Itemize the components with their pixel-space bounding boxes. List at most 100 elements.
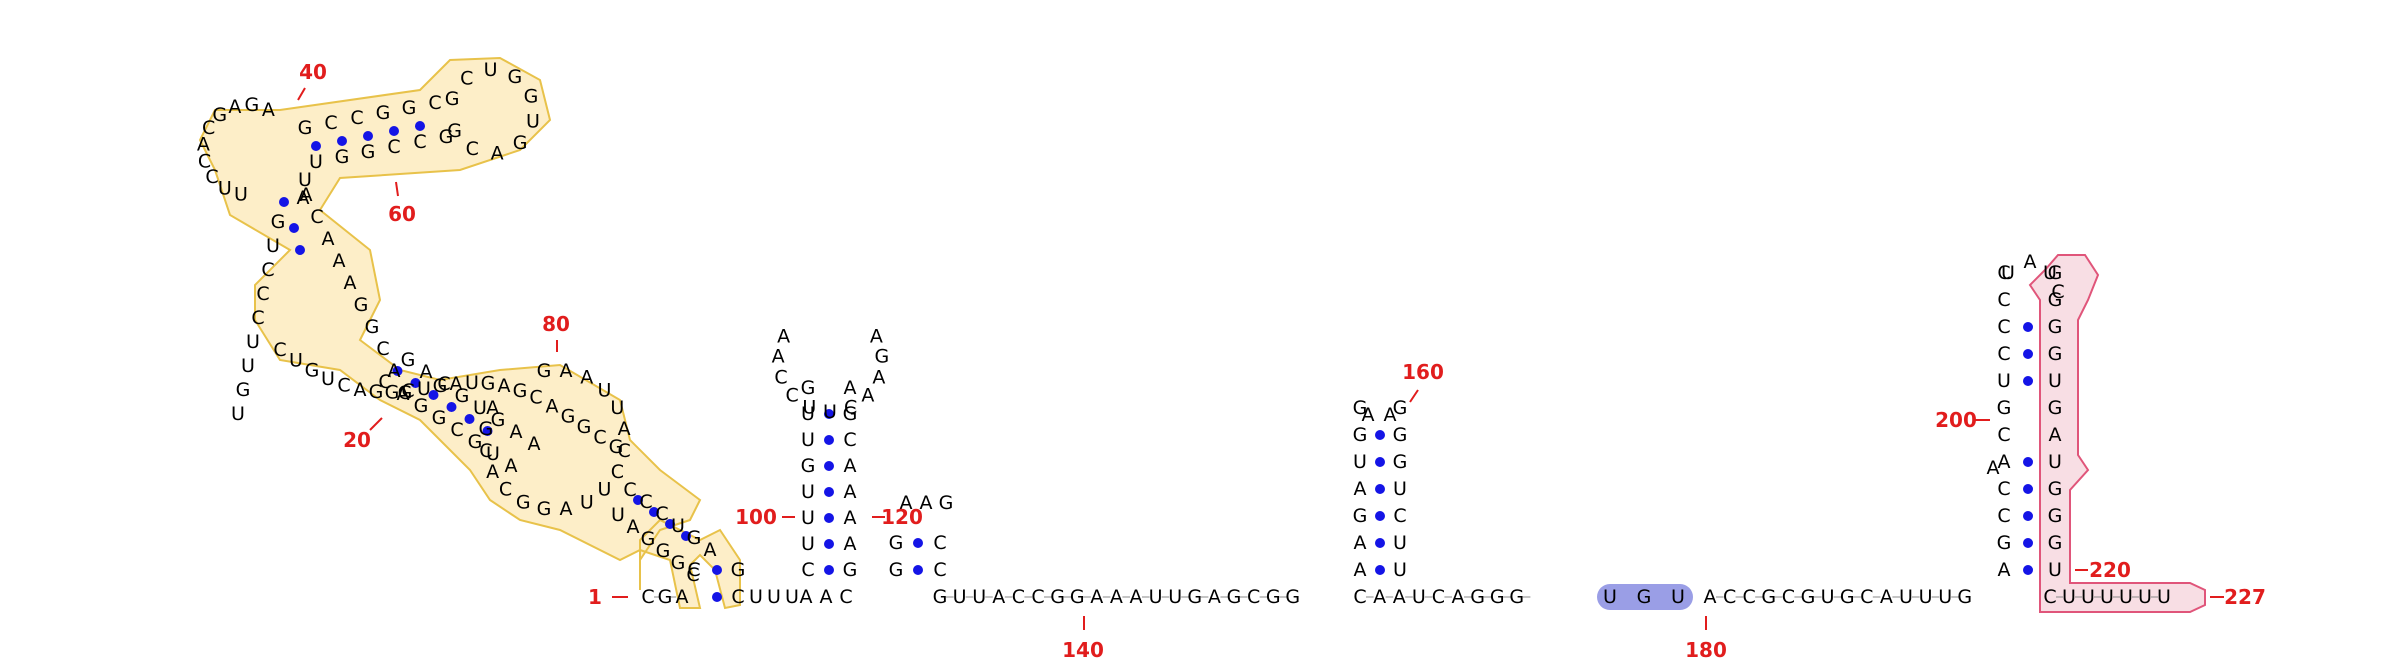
- nucleotide: A: [505, 455, 518, 477]
- nucleotide: C: [1997, 505, 2010, 527]
- nucleotide: G: [1801, 586, 1816, 608]
- nucleotide: A: [486, 397, 499, 419]
- nucleotide: U: [801, 507, 815, 529]
- nucleotide: G: [671, 552, 686, 574]
- nucleotide: G: [1470, 586, 1485, 608]
- nucleotide: G: [439, 126, 454, 148]
- nucleotide: C: [450, 419, 463, 441]
- nucleotide: G: [731, 559, 746, 581]
- nucleotide: C: [801, 559, 814, 581]
- nucleotide: G: [376, 102, 391, 124]
- nucleotide: A: [1354, 559, 1367, 581]
- position-label-n1: 1: [588, 585, 602, 609]
- nucleotide: A: [1704, 586, 1717, 608]
- base-pair-dot: [681, 531, 691, 541]
- nucleotide: A: [800, 586, 813, 608]
- nucleotide: G: [1050, 586, 1065, 608]
- nucleotide: A: [322, 228, 335, 250]
- nucleotide: C: [731, 586, 744, 608]
- nucleotide: C: [1997, 478, 2010, 500]
- nucleotide: G: [933, 586, 948, 608]
- position-label-n180: 180: [1685, 638, 1727, 662]
- nucleotide: C: [641, 586, 654, 608]
- nucleotide: A: [397, 383, 410, 405]
- nucleotide: A: [870, 325, 883, 347]
- nucleotide: G: [513, 380, 528, 402]
- label-tick: [1409, 389, 1419, 403]
- nucleotide: A: [228, 96, 241, 118]
- nucleotide: A: [1130, 586, 1143, 608]
- position-label-n120: 120: [881, 505, 923, 529]
- nucleotide: U: [1393, 559, 1407, 581]
- nucleotide: G: [402, 97, 417, 119]
- nucleotide: A: [1208, 586, 1221, 608]
- base-pair-dot: [824, 487, 834, 497]
- nucleotide: C: [273, 339, 286, 361]
- nucleotide: U: [2157, 586, 2171, 608]
- nucleotide: G: [398, 382, 413, 404]
- nucleotide: G: [524, 85, 539, 107]
- nucleotide: U: [953, 586, 967, 608]
- nucleotide: C: [1782, 586, 1795, 608]
- nucleotide: A: [491, 143, 504, 165]
- motif-nucleotide: G: [1637, 586, 1652, 608]
- nucleotide: C: [1432, 586, 1445, 608]
- nucleotide: A: [2024, 251, 2037, 273]
- nucleotide: U: [1821, 586, 1835, 608]
- nucleotide: G: [2048, 532, 2063, 554]
- nucleotide: C: [460, 67, 473, 89]
- nucleotide: G: [1070, 586, 1085, 608]
- nucleotide: U: [2081, 586, 2095, 608]
- nucleotide: G: [609, 436, 624, 458]
- nucleotide: A: [777, 325, 790, 347]
- label-tick: [369, 417, 383, 431]
- nucleotide: A: [1393, 586, 1406, 608]
- nucleotide: C: [466, 138, 479, 160]
- base-pair-dot: [428, 390, 439, 400]
- base-pair-dot: [415, 121, 425, 131]
- base-pair-dot: [1375, 538, 1385, 548]
- base-pair-dot: [712, 592, 722, 602]
- nucleotide: U: [802, 397, 816, 419]
- position-label-n100: 100: [735, 505, 777, 529]
- nucleotide: A: [1452, 586, 1465, 608]
- nucleotide: A: [844, 507, 857, 529]
- nucleotide: C: [350, 107, 363, 129]
- nucleotide: U: [598, 380, 612, 402]
- base-pair-dot: [913, 538, 923, 548]
- base-pair-dot: [392, 366, 403, 376]
- nucleotide: C: [844, 397, 857, 419]
- nucleotide: U: [785, 586, 799, 608]
- nucleotide: A: [197, 134, 210, 156]
- nucleotide: C: [310, 206, 323, 228]
- nucleotide: G: [1393, 451, 1408, 473]
- nucleotide: G: [212, 104, 227, 126]
- nucleotide: A: [861, 385, 874, 407]
- nucleotide: G: [1266, 586, 1281, 608]
- motif-nucleotide: U: [1671, 586, 1685, 608]
- nucleotide: A: [2049, 424, 2062, 446]
- nucleotide: G: [1187, 586, 1202, 608]
- base-pair-dot: [824, 565, 834, 575]
- nucleotide: U: [580, 491, 594, 513]
- nucleotide: A: [450, 373, 463, 395]
- nucleotide: G: [1997, 532, 2012, 554]
- nucleotide: U: [1393, 532, 1407, 554]
- position-label-n60: 60: [388, 202, 416, 226]
- nucleotide: G: [537, 360, 552, 382]
- base-pair-dot: [279, 197, 289, 207]
- nucleotide: A: [1354, 478, 1367, 500]
- nucleotide: G: [687, 527, 702, 549]
- nucleotide: C: [933, 532, 946, 554]
- nucleotide: C: [479, 440, 492, 462]
- nucleotide: U: [218, 178, 232, 200]
- base-pair-dot: [913, 565, 923, 575]
- nucleotide: G: [508, 66, 523, 88]
- nucleotide: A: [676, 586, 689, 608]
- nucleotide: A: [1998, 451, 2011, 473]
- nucleotide: G: [369, 381, 384, 403]
- nucleotide: A: [297, 187, 310, 209]
- nucleotide: U: [767, 586, 781, 608]
- nucleotide: G: [468, 431, 483, 453]
- nucleotide: C: [593, 426, 606, 448]
